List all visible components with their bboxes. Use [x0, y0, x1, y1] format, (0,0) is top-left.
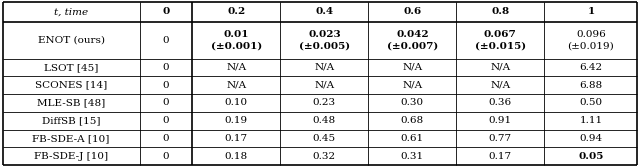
- Text: N/A: N/A: [490, 63, 511, 72]
- Text: N/A: N/A: [490, 81, 511, 90]
- Text: SCONES [14]: SCONES [14]: [35, 81, 108, 90]
- Text: 0.61: 0.61: [401, 134, 424, 143]
- Text: 0.17: 0.17: [225, 134, 248, 143]
- Text: 0.32: 0.32: [313, 152, 336, 161]
- Text: 0.01
(±0.001): 0.01 (±0.001): [211, 30, 262, 50]
- Text: 0: 0: [163, 98, 170, 107]
- Text: 0.8: 0.8: [492, 8, 509, 17]
- Text: 0.36: 0.36: [489, 98, 512, 107]
- Text: N/A: N/A: [403, 63, 422, 72]
- Text: FB-SDE-A [10]: FB-SDE-A [10]: [33, 134, 110, 143]
- Text: DiffSB [15]: DiffSB [15]: [42, 116, 100, 125]
- Text: 0.05: 0.05: [578, 152, 604, 161]
- Text: 0: 0: [163, 152, 170, 161]
- Text: 0.042
(±0.007): 0.042 (±0.007): [387, 30, 438, 50]
- Text: 0.48: 0.48: [313, 116, 336, 125]
- Text: 0.30: 0.30: [401, 98, 424, 107]
- Text: 0.17: 0.17: [489, 152, 512, 161]
- Text: 6.88: 6.88: [579, 81, 602, 90]
- Text: 0.6: 0.6: [403, 8, 422, 17]
- Text: 0.68: 0.68: [401, 116, 424, 125]
- Text: 0.4: 0.4: [316, 8, 333, 17]
- Text: N/A: N/A: [314, 81, 334, 90]
- Text: FB-SDE-J [10]: FB-SDE-J [10]: [34, 152, 108, 161]
- Text: 0.18: 0.18: [225, 152, 248, 161]
- Text: 0.31: 0.31: [401, 152, 424, 161]
- Text: 0.10: 0.10: [225, 98, 248, 107]
- Text: 0: 0: [163, 116, 170, 125]
- Text: 0.91: 0.91: [489, 116, 512, 125]
- Text: 0: 0: [163, 134, 170, 143]
- Text: LSOT [45]: LSOT [45]: [44, 63, 99, 72]
- Text: N/A: N/A: [403, 81, 422, 90]
- Text: 0: 0: [163, 36, 170, 45]
- Text: 0.2: 0.2: [227, 8, 245, 17]
- Text: MLE-SB [48]: MLE-SB [48]: [37, 98, 105, 107]
- Text: 0.19: 0.19: [225, 116, 248, 125]
- Text: N/A: N/A: [227, 63, 246, 72]
- Text: 0: 0: [163, 8, 170, 17]
- Text: 6.42: 6.42: [579, 63, 602, 72]
- Text: 1: 1: [588, 8, 595, 17]
- Text: 0.77: 0.77: [489, 134, 512, 143]
- Text: ENOT (ours): ENOT (ours): [38, 36, 104, 45]
- Text: N/A: N/A: [227, 81, 246, 90]
- Text: 0: 0: [163, 81, 170, 90]
- Text: 0.096
(±0.019): 0.096 (±0.019): [568, 30, 614, 50]
- Text: 0.023
(±0.005): 0.023 (±0.005): [299, 30, 350, 50]
- Text: 0.067
(±0.015): 0.067 (±0.015): [475, 30, 526, 50]
- Text: 0.45: 0.45: [313, 134, 336, 143]
- Text: 0.50: 0.50: [579, 98, 602, 107]
- Text: 0: 0: [163, 63, 170, 72]
- Text: N/A: N/A: [314, 63, 334, 72]
- Text: 1.11: 1.11: [579, 116, 602, 125]
- Text: 0.94: 0.94: [579, 134, 602, 143]
- Text: 0.23: 0.23: [313, 98, 336, 107]
- Text: t, time: t, time: [54, 8, 88, 17]
